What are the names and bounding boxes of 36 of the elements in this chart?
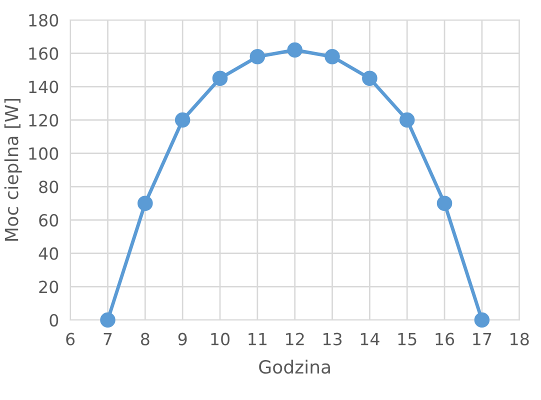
y-axis-title: Moc cieplna [W]	[4, 99, 22, 241]
x-tick-label: 16	[436, 332, 454, 346]
y-tick-label: 80	[39, 180, 58, 194]
x-tick-label: 10	[211, 332, 230, 346]
y-tick-label: 180	[29, 14, 58, 27]
x-tick-label: 8	[140, 332, 150, 346]
y-tick-label: 140	[29, 80, 58, 94]
point	[138, 196, 153, 211]
point	[100, 312, 116, 328]
y-tick-label: 60	[39, 214, 58, 227]
point	[324, 49, 340, 64]
point	[212, 70, 228, 86]
point	[287, 42, 302, 58]
x-tick-label: 15	[398, 333, 416, 346]
x-tick-label: 18	[510, 332, 529, 346]
x-tick-label: 11	[248, 333, 266, 346]
point	[250, 49, 266, 64]
x-tick-label: 14	[360, 333, 380, 346]
x-tick-label: 9	[178, 332, 187, 346]
point	[436, 196, 452, 211]
x-tick-label: 6	[66, 332, 75, 346]
x-tick-label: 13	[323, 332, 342, 346]
y-tick-label: 0	[50, 314, 58, 327]
point	[362, 70, 378, 86]
y-tick-label: 100	[29, 147, 58, 160]
x-tick-label: 12	[286, 332, 304, 346]
point	[399, 112, 415, 128]
x-tick-label: 17	[473, 333, 492, 346]
point	[474, 312, 490, 328]
x-tick-label: 7	[104, 333, 112, 346]
y-tick-label: 40	[38, 247, 58, 260]
y-tick-label: 160	[29, 47, 58, 60]
point	[174, 112, 190, 128]
x-axis-title: Godzina	[259, 360, 330, 374]
y-tick-label: 20	[39, 280, 58, 294]
y-tick-label: 120	[29, 114, 58, 127]
